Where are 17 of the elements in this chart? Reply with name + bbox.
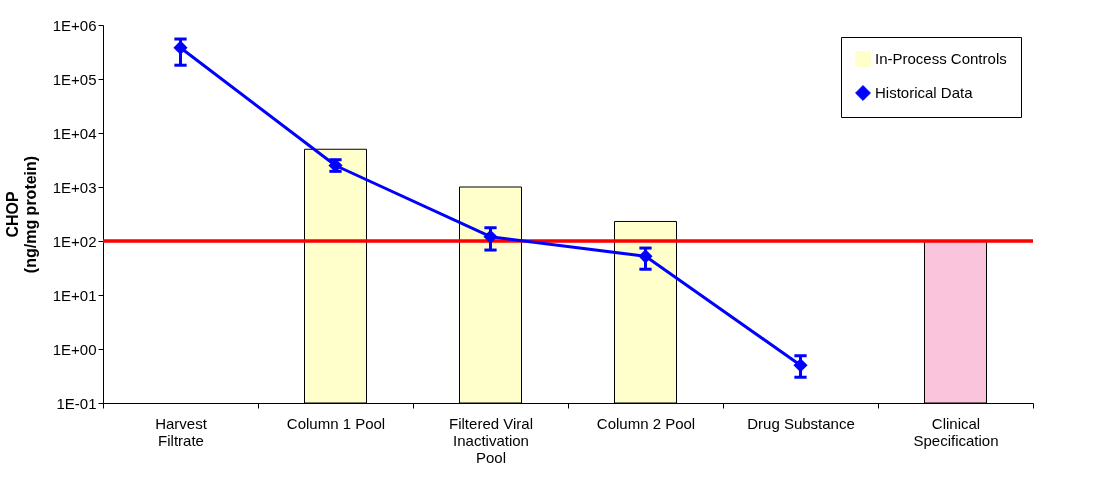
- y-tick-label: 1E+04: [52, 124, 97, 142]
- y-tick-label: 1E-01: [56, 394, 97, 412]
- x-tick-label: Column 2 Pool: [596, 414, 696, 432]
- y-tick-label: 1E+00: [52, 340, 97, 358]
- y-tick-label: 1E+02: [52, 232, 97, 250]
- y-tick-label: 1E+01: [52, 286, 97, 304]
- x-tick-label: Harvest Filtrate: [155, 414, 208, 449]
- x-tick-label: Clinical Specification: [913, 414, 999, 449]
- y-axis-title: CHOP (ng/mg protein): [3, 155, 39, 274]
- legend-label: In-Process Controls: [875, 50, 1007, 67]
- y-tick-label: 1E+06: [52, 16, 97, 34]
- x-tick-label: Drug Substance: [747, 414, 855, 432]
- y-tick-label: 1E+03: [52, 178, 97, 196]
- x-tick-label: Filtered Viral Inactivation Pool: [449, 414, 533, 466]
- x-tick-label: Column 1 Pool: [286, 414, 386, 432]
- legend-label: Historical Data: [875, 84, 974, 101]
- y-tick-label: 1E+05: [52, 70, 97, 88]
